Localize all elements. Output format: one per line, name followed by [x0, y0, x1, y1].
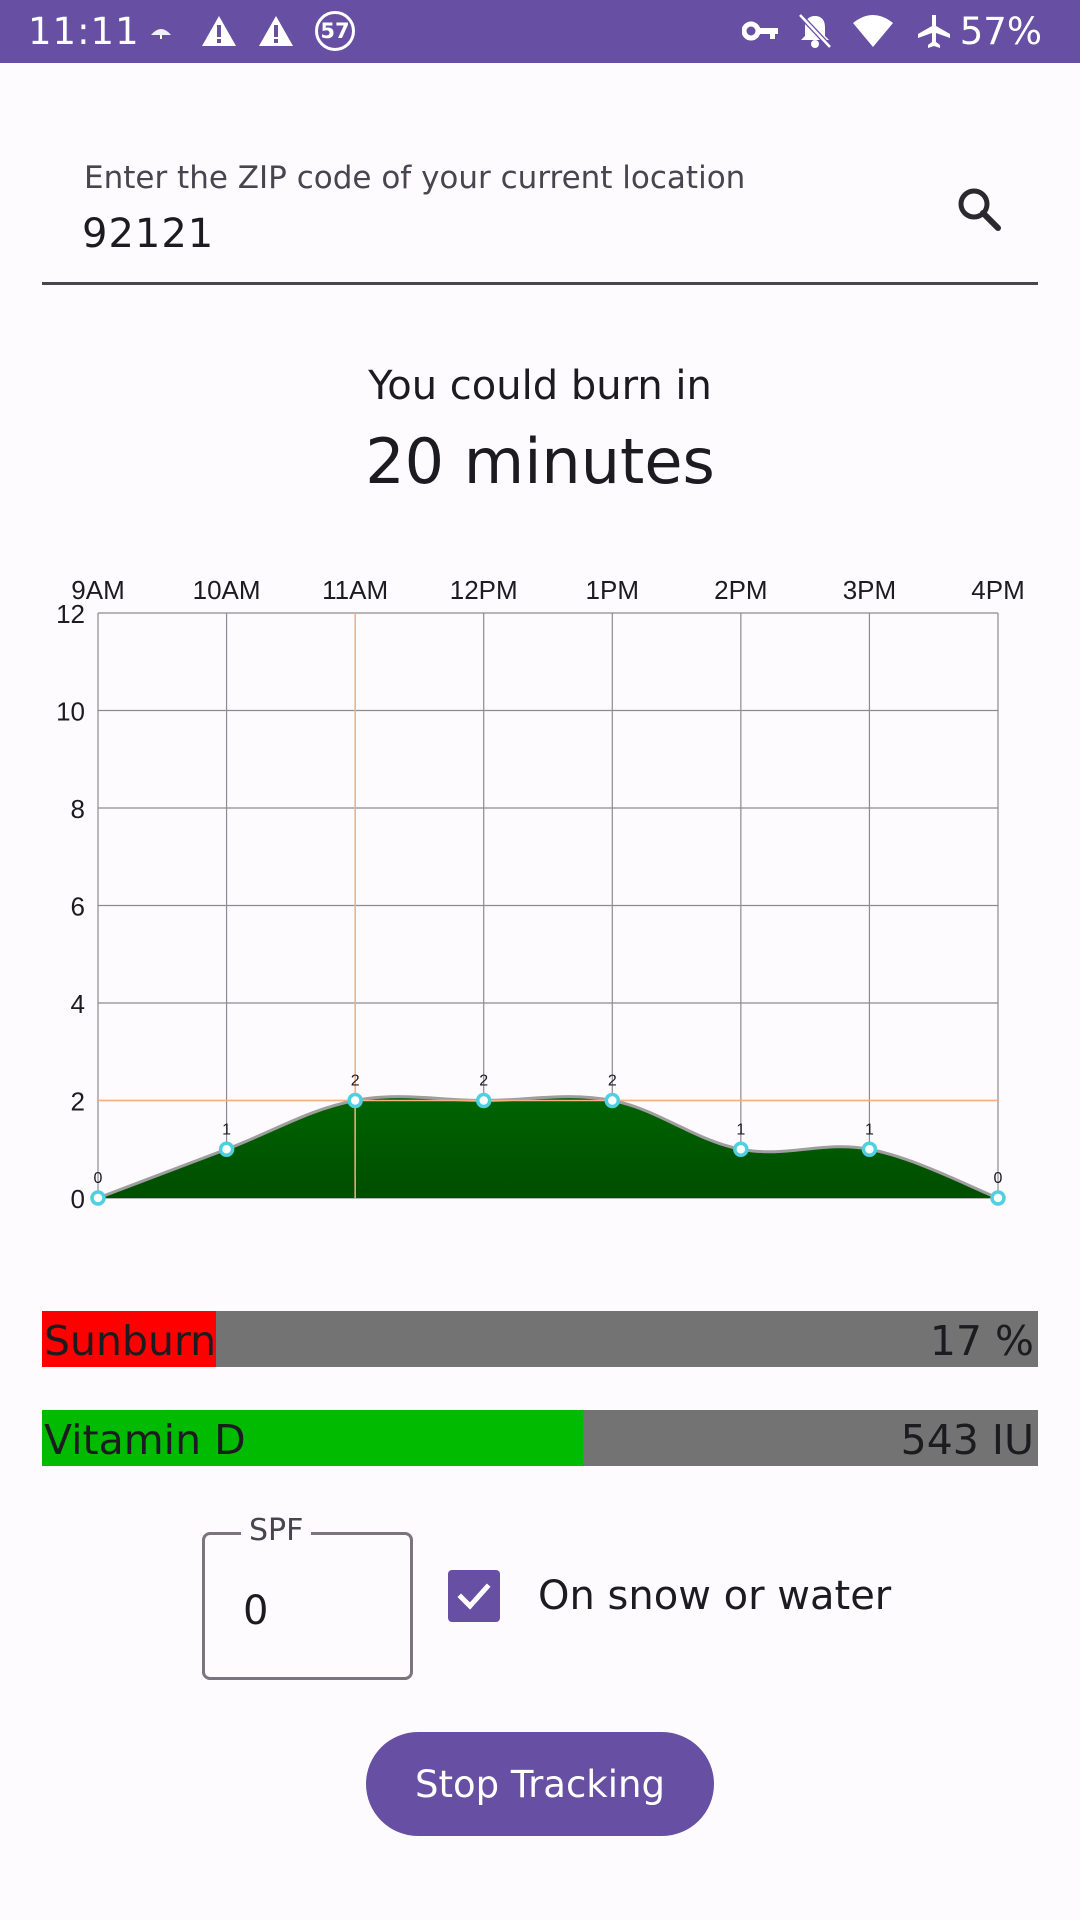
x-tick-label: 4PM	[971, 575, 1024, 605]
spf-input[interactable]	[243, 1583, 383, 1639]
zip-field-label: Enter the ZIP code of your current locat…	[84, 160, 746, 196]
sunburn-progress-bar: Sunburn 17 %	[42, 1311, 1038, 1367]
airplane-mode-icon	[915, 12, 953, 50]
y-tick-label: 2	[71, 1087, 85, 1117]
data-point	[733, 1141, 749, 1157]
data-label: 2	[351, 1073, 360, 1090]
spf-label: SPF	[241, 1513, 312, 1548]
burn-prefix: You could burn in	[368, 363, 712, 409]
search-icon[interactable]	[944, 174, 1014, 244]
y-tick-label: 0	[71, 1184, 85, 1214]
sunburn-progress-fill	[42, 1311, 217, 1367]
sunburn-value: 17 %	[929, 1317, 1034, 1365]
wifi-icon	[851, 12, 895, 50]
warning-icon	[257, 12, 295, 50]
vitamin-d-label: Vitamin D	[44, 1416, 246, 1464]
data-label: 0	[994, 1170, 1003, 1187]
data-label: 0	[94, 1170, 103, 1187]
series-area	[98, 1096, 998, 1198]
battery-level: 57%	[959, 10, 1042, 53]
x-tick-label: 3PM	[843, 575, 896, 605]
data-point	[990, 1190, 1006, 1206]
data-point	[218, 1141, 235, 1157]
data-label: 2	[479, 1073, 488, 1090]
y-tick-label: 6	[71, 892, 85, 922]
y-tick-label: 8	[71, 794, 85, 824]
series-line	[97, 1095, 999, 1200]
weather-icon	[148, 12, 174, 50]
x-tick-label: 1PM	[586, 575, 639, 605]
y-tick-label: 12	[56, 599, 85, 629]
notifications-off-icon	[797, 12, 833, 50]
x-tick-label: 9AM	[71, 575, 124, 605]
vitamin-d-value: 543 IU	[900, 1416, 1034, 1464]
data-point	[475, 1092, 492, 1109]
data-label: 1	[736, 1121, 745, 1138]
y-tick-label: 10	[56, 697, 85, 727]
vpn-key-icon	[742, 12, 780, 50]
x-tick-label: 12PM	[450, 575, 518, 605]
x-tick-label: 2PM	[714, 575, 767, 605]
zip-search-field[interactable]: Enter the ZIP code of your current locat…	[42, 150, 1038, 285]
sunburn-label: Sunburn	[44, 1317, 217, 1365]
spf-field[interactable]: SPF	[202, 1513, 413, 1680]
snow-water-checkbox[interactable]	[448, 1570, 500, 1622]
badge-icon: 57	[315, 11, 355, 51]
warning-icon	[200, 12, 238, 50]
data-point	[604, 1092, 621, 1109]
checkmark-icon	[457, 1583, 491, 1610]
data-point	[347, 1092, 363, 1109]
stop-tracking-button[interactable]: Stop Tracking	[366, 1732, 714, 1836]
x-tick-label: 10AM	[193, 575, 261, 605]
status-bar: 11:11 57 57%	[0, 0, 1080, 63]
data-label: 1	[865, 1121, 874, 1138]
data-label: 2	[608, 1073, 617, 1090]
vitamin-d-progress-bar: Vitamin D 543 IU	[42, 1410, 1038, 1466]
snow-water-label[interactable]: On snow or water	[538, 1573, 892, 1619]
status-time: 11:11	[28, 10, 140, 53]
data-point	[90, 1190, 106, 1206]
zip-input[interactable]	[82, 206, 842, 262]
x-tick-label: 11AM	[322, 575, 388, 605]
data-label: 1	[222, 1121, 231, 1138]
data-point	[861, 1141, 878, 1157]
vitamin-d-progress-fill	[42, 1410, 583, 1466]
burn-time: 20 minutes	[365, 425, 715, 498]
y-tick-label: 4	[71, 989, 85, 1019]
